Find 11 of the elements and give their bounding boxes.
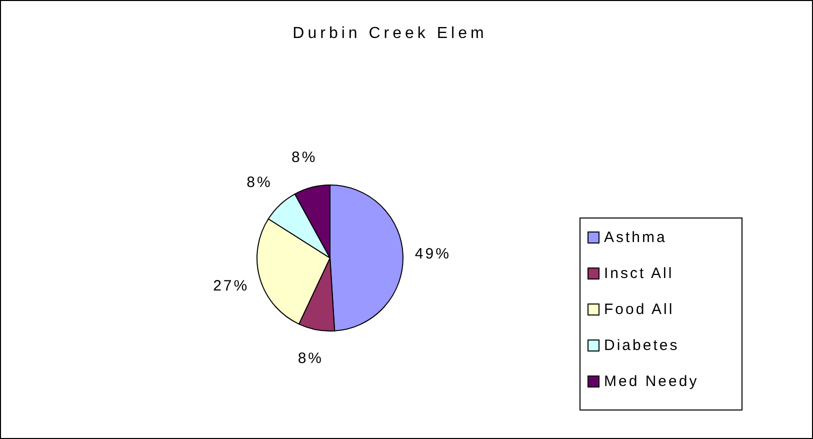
chart-title: Durbin Creek Elem [292, 25, 488, 42]
data-label: 8% [292, 149, 318, 166]
data-label: 49% [414, 246, 451, 263]
data-label: 8% [298, 350, 324, 368]
data-label: 8% [246, 174, 272, 191]
legend-label: Med Needy [604, 372, 699, 390]
legend-label: Diabetes [604, 336, 680, 354]
data-label: 27% [213, 278, 250, 295]
legend-label: Asthma [604, 228, 667, 246]
legend-label: Insct All [604, 264, 674, 282]
legend-label: Food All [604, 300, 674, 318]
